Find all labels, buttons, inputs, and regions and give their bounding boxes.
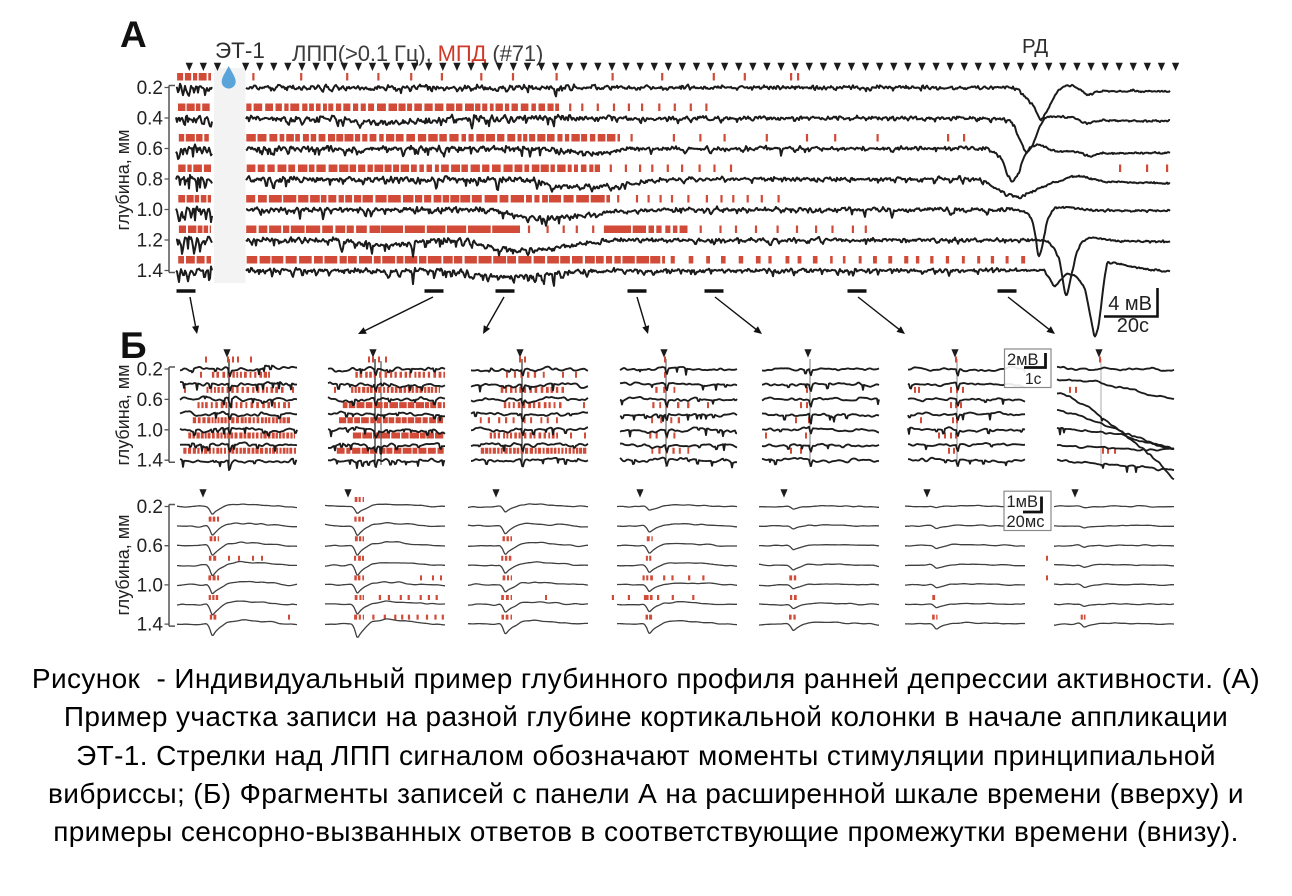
svg-text:1.0: 1.0 <box>137 420 163 441</box>
svg-text:0.4: 0.4 <box>137 109 164 130</box>
svg-text:1.0: 1.0 <box>137 200 163 221</box>
svg-text:1.2: 1.2 <box>137 231 163 252</box>
svg-text:1.4: 1.4 <box>137 615 164 636</box>
svg-text:глубина, мм: глубина, мм <box>113 365 133 466</box>
svg-text:0.6: 0.6 <box>137 536 163 557</box>
svg-text:2мВ: 2мВ <box>1007 351 1039 369</box>
svg-text:Б: Б <box>120 325 147 366</box>
svg-text:0.6: 0.6 <box>137 390 163 411</box>
svg-text:4 мВ: 4 мВ <box>1108 293 1152 315</box>
svg-text:20мс: 20мс <box>1007 513 1045 531</box>
svg-text:ЭТ-1: ЭТ-1 <box>215 38 265 63</box>
svg-text:А: А <box>120 14 147 55</box>
svg-text:1с: 1с <box>1025 371 1042 388</box>
svg-text:глубина, мм: глубина, мм <box>113 130 133 231</box>
svg-text:ЛПП(>0.1 Гц), МПД (#71): ЛПП(>0.1 Гц), МПД (#71) <box>292 41 543 66</box>
svg-text:глубина, мм: глубина, мм <box>113 515 133 616</box>
svg-text:1.0: 1.0 <box>137 575 163 596</box>
svg-text:РД: РД <box>1022 35 1048 58</box>
svg-text:1.4: 1.4 <box>137 261 164 282</box>
svg-text:1мВ: 1мВ <box>1007 493 1039 511</box>
svg-text:0.6: 0.6 <box>137 139 163 160</box>
svg-text:0.2: 0.2 <box>137 78 163 99</box>
svg-text:1.4: 1.4 <box>137 451 164 472</box>
svg-text:0.2: 0.2 <box>137 360 163 381</box>
svg-text:0.2: 0.2 <box>137 497 163 518</box>
svg-text:0.8: 0.8 <box>137 170 163 191</box>
svg-text:20с: 20с <box>1117 315 1149 337</box>
